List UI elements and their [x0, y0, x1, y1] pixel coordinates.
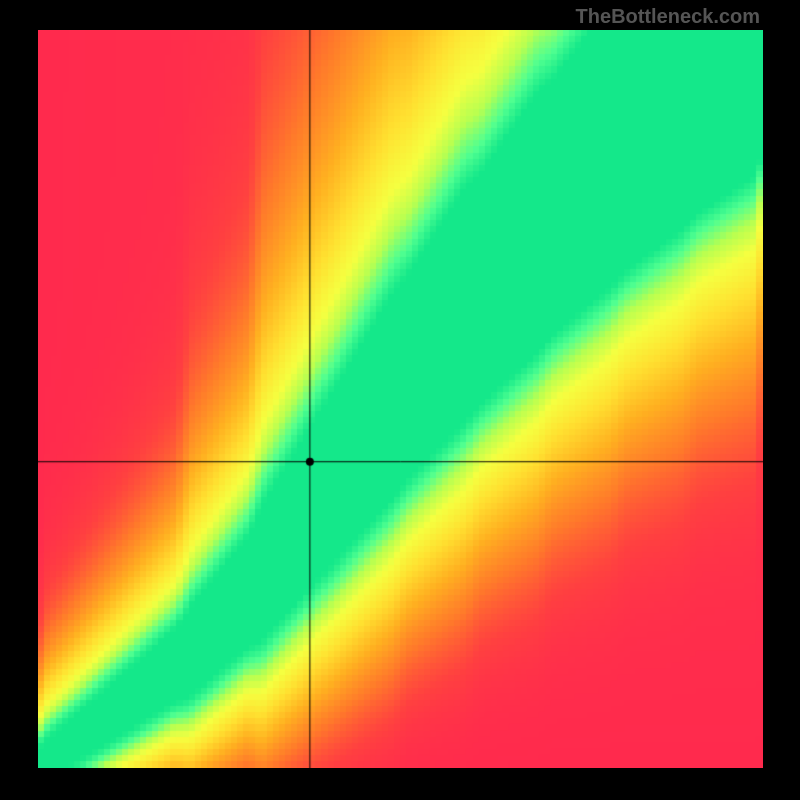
watermark-text: TheBottleneck.com [576, 6, 760, 29]
bottleneck-heatmap [38, 30, 763, 768]
